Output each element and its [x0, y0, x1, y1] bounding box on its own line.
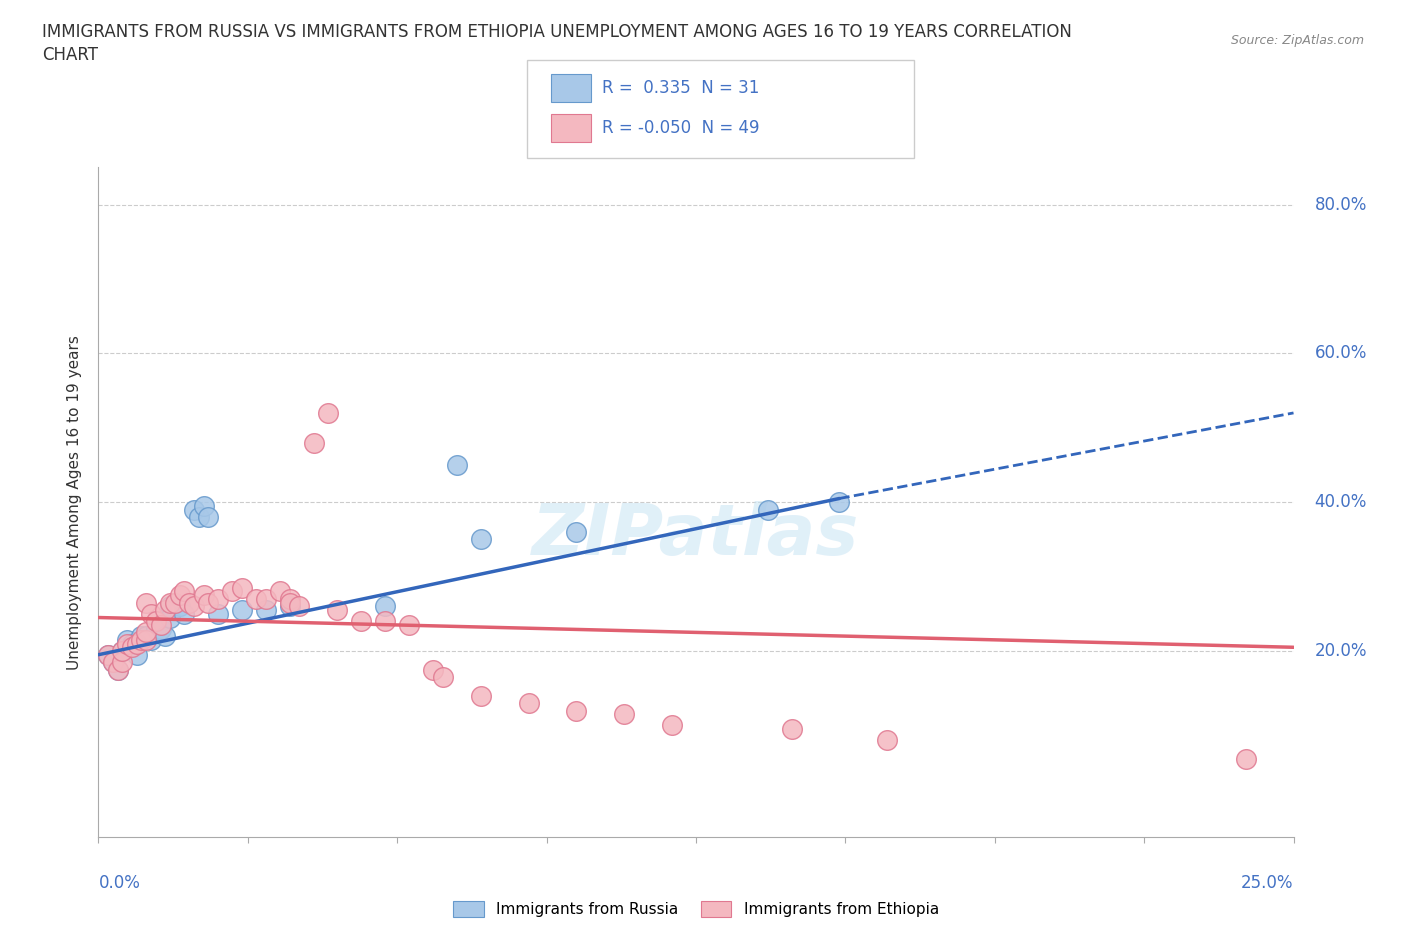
Point	[173, 584, 195, 599]
Legend: Immigrants from Russia, Immigrants from Ethiopia: Immigrants from Russia, Immigrants from …	[447, 895, 945, 923]
Point	[517, 696, 540, 711]
Point	[254, 603, 277, 618]
Point	[207, 591, 229, 606]
Point	[828, 495, 851, 510]
Text: Source: ZipAtlas.com: Source: ZipAtlas.com	[1230, 34, 1364, 47]
Point	[115, 636, 138, 651]
Text: ZIPatlas: ZIPatlas	[533, 501, 859, 570]
Point	[139, 606, 162, 621]
Text: 60.0%: 60.0%	[1315, 344, 1367, 363]
Point	[169, 599, 191, 614]
Point	[780, 722, 803, 737]
Point	[278, 599, 301, 614]
Point	[422, 662, 444, 677]
Point	[145, 614, 167, 629]
Point	[183, 599, 205, 614]
Point	[139, 632, 162, 647]
Point	[1234, 751, 1257, 766]
Point	[374, 614, 396, 629]
Point	[115, 632, 138, 647]
Point	[121, 636, 143, 651]
Text: 0.0%: 0.0%	[98, 874, 141, 892]
Point	[145, 621, 167, 636]
Point	[169, 588, 191, 603]
Point	[316, 405, 339, 420]
Point	[197, 595, 219, 610]
Text: R = -0.050  N = 49: R = -0.050 N = 49	[602, 119, 759, 138]
Point	[269, 584, 291, 599]
Point	[149, 618, 172, 632]
Point	[254, 591, 277, 606]
Y-axis label: Unemployment Among Ages 16 to 19 years: Unemployment Among Ages 16 to 19 years	[67, 335, 83, 670]
Point	[159, 610, 181, 625]
Point	[661, 718, 683, 733]
Point	[131, 632, 153, 647]
Text: CHART: CHART	[42, 46, 98, 64]
Point	[374, 599, 396, 614]
Text: 40.0%: 40.0%	[1315, 493, 1367, 512]
Point	[432, 670, 454, 684]
Point	[159, 595, 181, 610]
Point	[101, 655, 124, 670]
Text: R =  0.335  N = 31: R = 0.335 N = 31	[602, 79, 759, 98]
Point	[101, 655, 124, 670]
Text: 20.0%: 20.0%	[1315, 642, 1367, 660]
Point	[756, 502, 779, 517]
Point	[173, 606, 195, 621]
Point	[135, 595, 157, 610]
Point	[125, 647, 148, 662]
Point	[111, 644, 134, 658]
Point	[231, 580, 253, 595]
Point	[221, 584, 243, 599]
Point	[446, 458, 468, 472]
Point	[350, 614, 373, 629]
Point	[125, 636, 148, 651]
Point	[111, 655, 134, 670]
Point	[470, 688, 492, 703]
Point	[183, 502, 205, 517]
Point	[135, 632, 157, 647]
Point	[613, 707, 636, 722]
Point	[197, 510, 219, 525]
Point	[121, 640, 143, 655]
Point	[470, 532, 492, 547]
Text: IMMIGRANTS FROM RUSSIA VS IMMIGRANTS FROM ETHIOPIA UNEMPLOYMENT AMONG AGES 16 TO: IMMIGRANTS FROM RUSSIA VS IMMIGRANTS FRO…	[42, 23, 1071, 41]
Point	[207, 606, 229, 621]
Point	[876, 733, 898, 748]
Point	[97, 647, 120, 662]
Point	[107, 662, 129, 677]
Text: 80.0%: 80.0%	[1315, 195, 1367, 214]
Point	[193, 498, 215, 513]
Point	[278, 591, 301, 606]
Point	[159, 599, 181, 614]
Text: 25.0%: 25.0%	[1241, 874, 1294, 892]
Point	[302, 435, 325, 450]
Point	[288, 599, 311, 614]
Point	[149, 621, 172, 636]
Point	[135, 625, 157, 640]
Point	[155, 603, 177, 618]
Point	[245, 591, 267, 606]
Point	[135, 629, 157, 644]
Point	[193, 588, 215, 603]
Point	[179, 595, 201, 610]
Point	[131, 629, 153, 644]
Point	[111, 644, 134, 658]
Point	[107, 662, 129, 677]
Point	[97, 647, 120, 662]
Point	[565, 525, 588, 539]
Point	[326, 603, 349, 618]
Point	[565, 703, 588, 718]
Point	[163, 595, 186, 610]
Point	[398, 618, 420, 632]
Point	[155, 629, 177, 644]
Point	[231, 603, 253, 618]
Point	[278, 595, 301, 610]
Point	[187, 510, 209, 525]
